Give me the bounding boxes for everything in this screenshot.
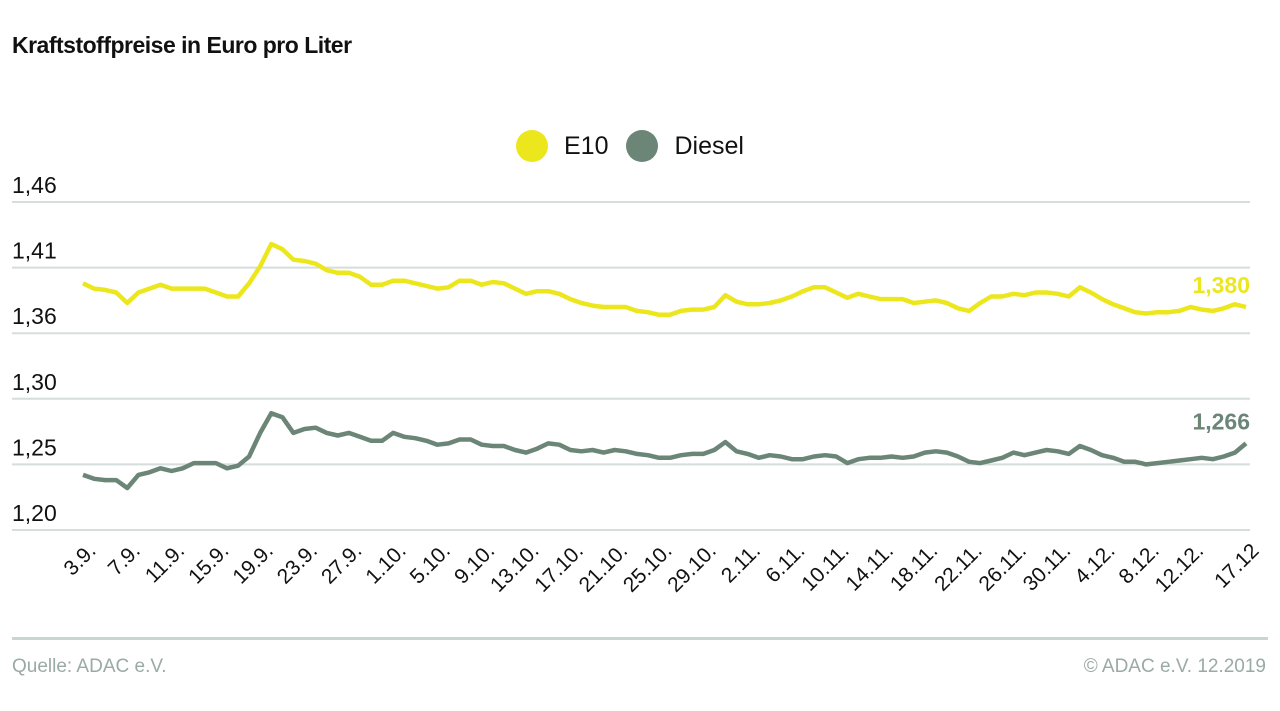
x-tick-label: 29.10. xyxy=(663,539,721,597)
chart-title: Kraftstoffpreise in Euro pro Liter xyxy=(12,32,352,58)
x-tick-label: 23.9. xyxy=(273,539,322,588)
y-tick-label: 1,41 xyxy=(12,238,57,264)
x-tick-label: 19.9. xyxy=(228,539,277,588)
x-tick-label: 4.12. xyxy=(1070,539,1119,588)
x-tick-label: 10.11. xyxy=(797,539,853,595)
footer-divider xyxy=(12,637,1268,640)
x-tick-label: 17.10. xyxy=(530,539,588,597)
legend-marker-diesel xyxy=(626,130,659,162)
line-chart: 1,46 1,41 1,36 1,30 1,25 1,203.9. 7.9.11.9.15.… xyxy=(12,172,1264,597)
x-tick-label: 26.11. xyxy=(974,539,1030,595)
x-tick-label: 22.11. xyxy=(930,539,986,595)
x-tick-label: 14.11. xyxy=(842,539,898,595)
x-tick-label: 18.11. xyxy=(886,539,942,595)
x-tick-label: 11.9. xyxy=(141,539,189,587)
y-tick-label: 1,20 xyxy=(12,500,57,526)
y-tick-label: 1,25 xyxy=(12,434,57,460)
series-line-diesel xyxy=(82,410,1248,491)
x-tick-label: 3.9. xyxy=(60,539,101,580)
x-tick-label: 7.9. xyxy=(104,539,145,580)
y-tick-label: 1,46 xyxy=(12,172,57,198)
y-tick-label: 1,36 xyxy=(12,303,57,329)
x-tick-label: 1.10. xyxy=(361,539,410,588)
legend: E10 Diesel xyxy=(516,130,762,162)
end-value-label-diesel: 1,266 xyxy=(1192,408,1250,434)
copyright-note: © ADAC e.V. 12.2019 xyxy=(1083,656,1266,677)
x-tick-label: 30.11. xyxy=(1019,539,1075,595)
x-tick-label: 21.10. xyxy=(575,539,633,597)
source-note: Quelle: ADAC e.V. xyxy=(12,656,167,677)
x-tick-label: 15.9. xyxy=(184,539,233,588)
x-tick-label: 27.9. xyxy=(317,539,366,588)
legend-marker-e10 xyxy=(516,130,548,162)
legend-label-e10: E10 xyxy=(564,131,609,160)
y-tick-label: 1,30 xyxy=(12,369,57,395)
x-tick-label: 5.10. xyxy=(406,539,455,588)
x-tick-label: 17.12 xyxy=(1210,539,1263,592)
x-tick-label: 25.10. xyxy=(619,539,677,597)
x-tick-label: 13.10. xyxy=(486,539,544,597)
series-line-e10 xyxy=(82,241,1247,318)
x-tick-label: 12.12. xyxy=(1151,539,1209,597)
x-tick-label: 2.11. xyxy=(717,539,765,587)
legend-label-diesel: Diesel xyxy=(674,131,744,160)
end-value-label-e10: 1,380 xyxy=(1192,272,1250,298)
